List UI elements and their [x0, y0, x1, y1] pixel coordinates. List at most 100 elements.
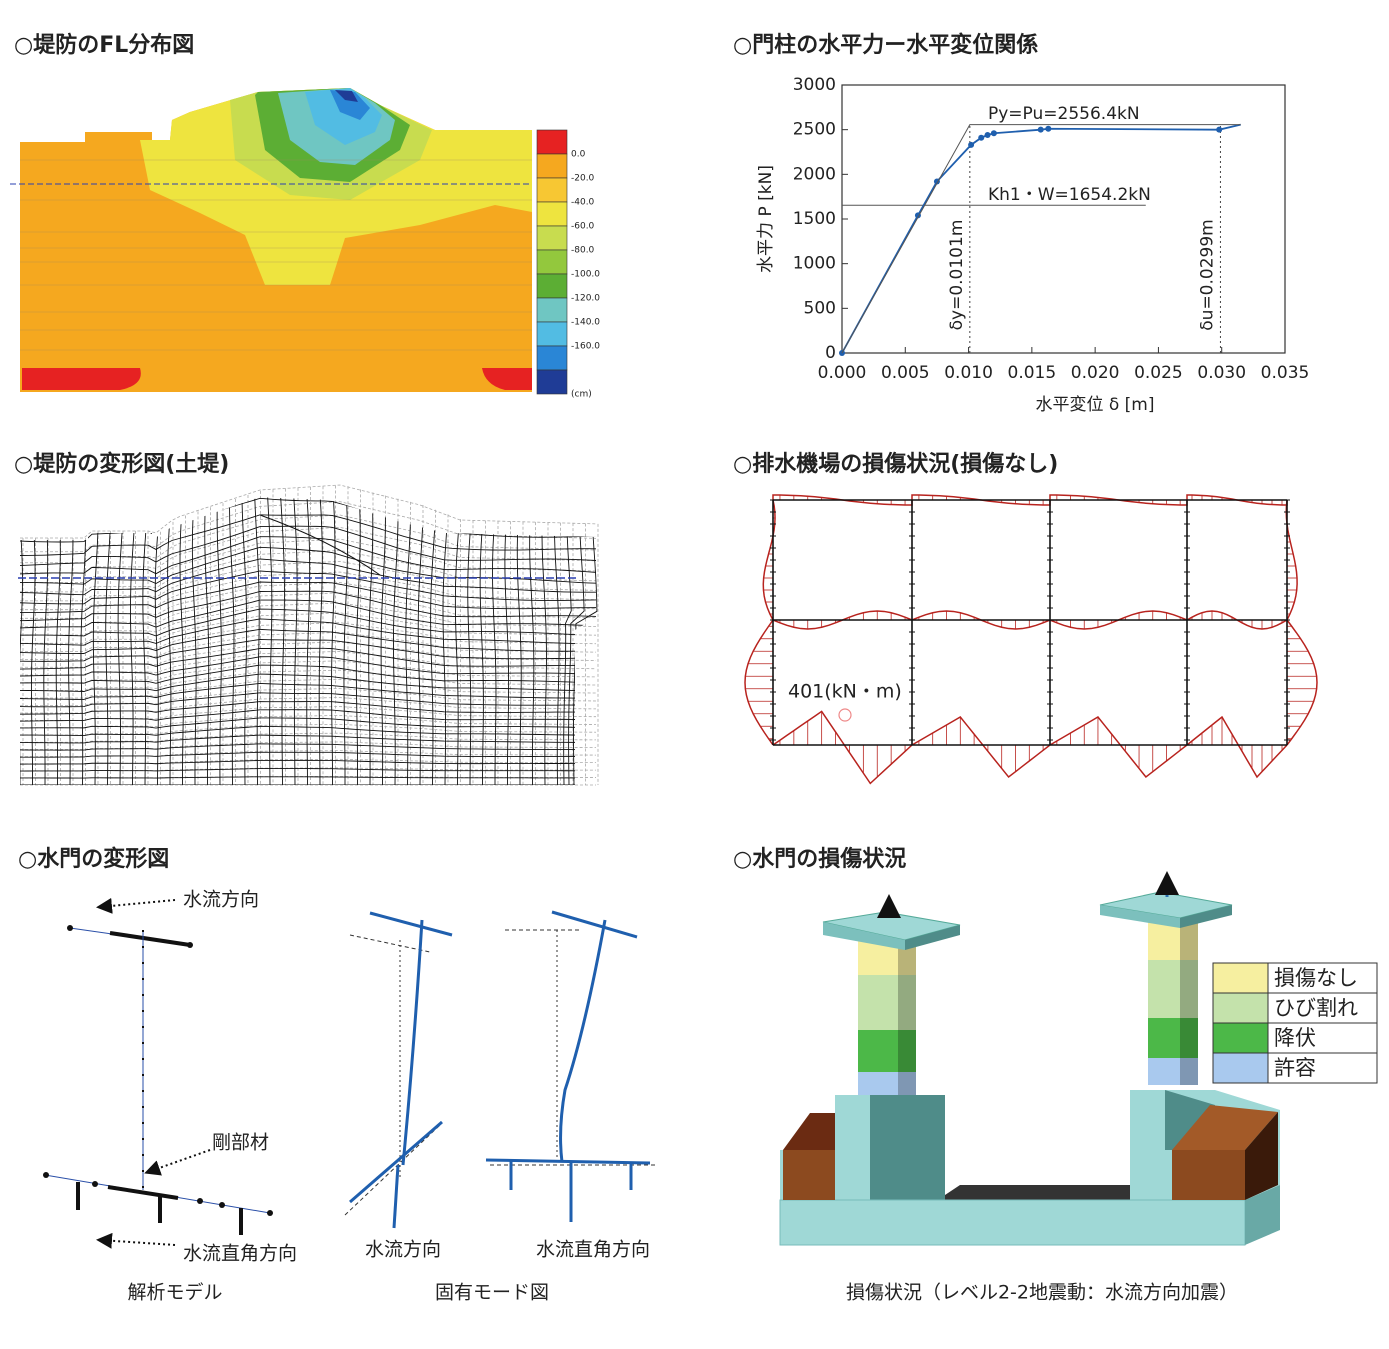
- mesh-line: [20, 618, 597, 646]
- moment-curve: [1186, 715, 1288, 779]
- mesh-line: [216, 510, 222, 785]
- x-tick-label: 0.030: [1197, 363, 1246, 383]
- mesh-line: [20, 539, 23, 785]
- annotation: Kh1・W=1654.2kN: [988, 185, 1151, 205]
- mesh-line: [20, 526, 597, 574]
- legend-cell: [1267, 1022, 1378, 1054]
- mesh-line: [20, 692, 597, 708]
- undeformed: [349, 934, 431, 953]
- moment-curve: [762, 499, 776, 621]
- moment-curve: [772, 710, 913, 785]
- panel-title: ○堤防のFL分布図: [14, 32, 194, 58]
- region: [22, 368, 141, 390]
- mesh-line: [331, 500, 336, 785]
- colorbar-label: -160.0: [571, 342, 600, 352]
- arrow: [96, 1232, 176, 1249]
- mesh-line: [20, 669, 597, 691]
- data-line: [841, 123, 1241, 354]
- column-segment: [1148, 960, 1180, 1018]
- legend-label: ひび割れ: [1274, 996, 1358, 1020]
- mesh-line: [355, 508, 361, 785]
- colorbar-cell: [536, 273, 568, 299]
- mesh-line: [167, 527, 172, 785]
- y-tick-label: 500: [804, 298, 836, 318]
- mesh-line: [20, 546, 597, 585]
- column-side: [898, 975, 916, 1030]
- colorbar-label: 0.0: [571, 150, 586, 160]
- panel-title: ○水門の損傷状況: [733, 846, 906, 872]
- x-tick-label: 0.025: [1134, 363, 1183, 383]
- moment-diagrams: [744, 494, 1318, 785]
- y-tick-label: 2500: [793, 120, 836, 140]
- colorbar-unit: (cm): [571, 390, 592, 400]
- colorbar-label: -80.0: [571, 246, 595, 256]
- column-side: [1180, 1058, 1198, 1085]
- mesh-line: [20, 715, 597, 729]
- x-axis-title: 水平変位 δ [m]: [1035, 395, 1154, 415]
- annotation: δy=0.0101m: [947, 220, 967, 331]
- colorbar-label: -60.0: [571, 222, 595, 232]
- label: 剛部材: [212, 1132, 269, 1154]
- mesh-line: [417, 526, 424, 785]
- mode-line: [369, 911, 453, 937]
- x-tick-label: 0.005: [881, 363, 930, 383]
- label: 水流方向: [365, 1239, 441, 1261]
- y-tick-label: 1000: [793, 254, 836, 274]
- data-point: [1045, 125, 1052, 132]
- mesh-line: [20, 701, 597, 715]
- mesh-line: [516, 534, 522, 785]
- mesh-line: [142, 532, 147, 785]
- mesh-line: [20, 571, 597, 611]
- moment-curve: [1049, 716, 1188, 779]
- data-point: [968, 141, 975, 148]
- y-tick-label: 1500: [793, 209, 836, 229]
- mode-line: [485, 1158, 651, 1165]
- panel-title: ○水門の変形図: [18, 846, 169, 872]
- mesh-line: [20, 768, 597, 772]
- deformed-mesh: [20, 497, 598, 785]
- mesh-line: [55, 539, 61, 785]
- region: [482, 368, 532, 390]
- mesh-line: [254, 497, 260, 785]
- mesh-line: [541, 535, 547, 785]
- x-tick-label: 0.015: [1008, 363, 1057, 383]
- panel-title: ○排水機場の損傷状況(損傷なし): [733, 451, 1058, 477]
- colorbar-label: -20.0: [571, 174, 595, 184]
- colorbar-label: -40.0: [571, 198, 595, 208]
- caption: 固有モード図: [435, 1282, 549, 1304]
- mesh-line: [318, 499, 323, 785]
- y-tick-label: 2000: [793, 164, 836, 184]
- mesh-line: [280, 497, 285, 785]
- mesh-line: [454, 533, 459, 785]
- mode-line: [401, 919, 424, 1166]
- mesh-line: [20, 732, 597, 743]
- mesh-line: [20, 608, 597, 637]
- mesh-line: [68, 539, 74, 785]
- x-tick-label: 0.000: [818, 363, 867, 383]
- mesh-line: [20, 570, 597, 605]
- cap: [1180, 905, 1232, 928]
- region: [330, 90, 370, 120]
- mesh-line: [479, 533, 484, 785]
- mesh-line: [20, 751, 597, 758]
- x-tick-label: 0.020: [1071, 363, 1120, 383]
- x-tick-label: 0.010: [944, 363, 993, 383]
- soil: [1172, 1150, 1245, 1200]
- colorbar-cell: [536, 225, 568, 251]
- mesh-line: [20, 590, 597, 622]
- deformation-panel: ○堤防の変形図(土堤): [14, 451, 599, 786]
- mesh-line: [20, 664, 597, 684]
- gate-model-panel: ○水門の変形図 水流方向 剛部材 水流直角方向 解析モデル: [18, 846, 655, 1304]
- colorbar-cell: [536, 297, 568, 323]
- colorbar-label: -100.0: [571, 270, 600, 280]
- soil: [783, 1150, 835, 1200]
- legend-cell: [1267, 1052, 1378, 1084]
- data-point: [978, 134, 985, 141]
- legend-swatch: [1212, 1052, 1269, 1084]
- cap: [1100, 905, 1180, 928]
- legend-cell: [1267, 992, 1378, 1024]
- mesh-line: [229, 506, 235, 785]
- pier-side: [870, 1095, 945, 1200]
- mesh-line: [267, 497, 273, 785]
